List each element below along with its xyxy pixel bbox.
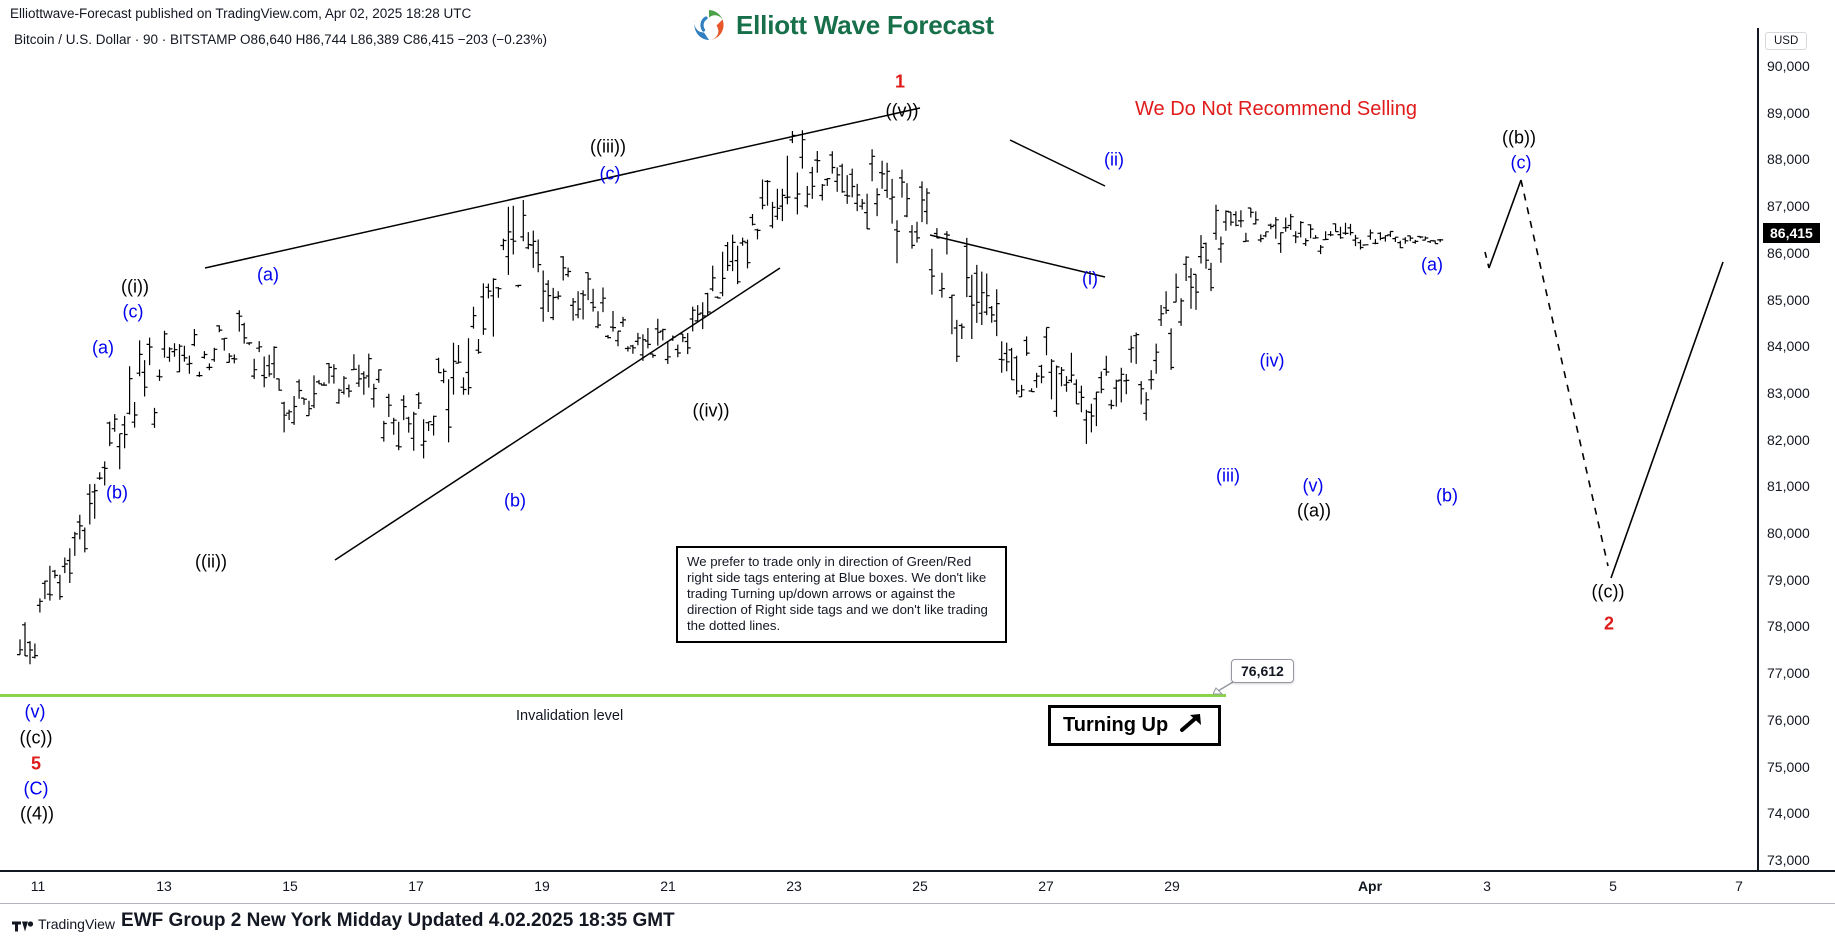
time-tick: 25	[912, 878, 928, 894]
price-tick: 73,000	[1767, 852, 1810, 868]
time-tick: Apr	[1357, 878, 1383, 894]
chart-plot-area[interactable]	[0, 52, 1757, 870]
wave-label: ((a))	[1297, 500, 1331, 521]
wave-label: (c)	[1510, 152, 1532, 173]
wave-label: (v)	[1302, 475, 1324, 496]
price-tick: 77,000	[1767, 665, 1810, 682]
invalidation-price-tag: 76,612	[1231, 659, 1294, 683]
invalidation-callout-tail	[1213, 681, 1234, 695]
wave-label: ((c))	[19, 727, 53, 748]
time-tick: 3	[1483, 878, 1491, 894]
wave-label: ((4))	[20, 803, 54, 824]
time-tick: 21	[660, 878, 676, 894]
tradingview-logo: TradingView	[12, 916, 115, 932]
wave-label: ((i))	[121, 276, 149, 297]
wave-label: (a)	[92, 337, 114, 358]
price-tick: 83,000	[1767, 384, 1810, 401]
turning-up-box: Turning Up	[1048, 705, 1222, 746]
last-price-tag: 86,415	[1763, 223, 1820, 244]
price-tick: 84,000	[1767, 338, 1810, 355]
price-tick: 81,000	[1767, 478, 1810, 495]
wave-label: (C)	[23, 778, 49, 799]
wave-label: (c)	[122, 301, 144, 322]
time-tick: 19	[534, 878, 550, 894]
wave-label: (i)	[1082, 268, 1098, 289]
wave-label: ((ii))	[195, 551, 227, 572]
price-tick: 75,000	[1767, 758, 1810, 775]
price-tick: 82,000	[1767, 431, 1810, 448]
wave-label: ((iv))	[692, 400, 730, 421]
price-scale[interactable]: USD 90,000 89,000 88,000 87,000 86,000 85,000…	[1759, 28, 1835, 870]
brand-logo: Elliott Wave Forecast	[692, 8, 994, 42]
brand-name: Elliott Wave Forecast	[736, 9, 994, 40]
time-tick: 15	[282, 878, 298, 894]
time-tick: 23	[786, 878, 802, 894]
wave-label: 1	[894, 71, 906, 92]
wave-label: ((iii))	[590, 136, 626, 157]
price-tick: 85,000	[1767, 291, 1810, 308]
price-tick: 80,000	[1767, 525, 1810, 542]
wave-label: (a)	[257, 264, 279, 285]
wave-label: (iv)	[1259, 350, 1285, 371]
trading-disclaimer-box: We prefer to trade only in direction of …	[676, 546, 1007, 644]
price-tick: 74,000	[1767, 805, 1810, 822]
price-tick: 86,000	[1767, 244, 1810, 261]
price-tick: 87,000	[1767, 198, 1810, 215]
time-tick: 5	[1609, 878, 1617, 894]
price-tick: 78,000	[1767, 618, 1810, 635]
wave-label: 5	[30, 753, 42, 774]
time-tick: 17	[408, 878, 424, 894]
tradingview-mark-icon	[12, 920, 34, 931]
wave-label: (ii)	[1104, 149, 1124, 170]
arrow-up-right-icon	[1180, 711, 1206, 739]
price-tick: 76,000	[1767, 711, 1810, 728]
time-tick: 11	[30, 878, 46, 894]
price-tick: 89,000	[1767, 104, 1810, 121]
footer-bar: TradingView EWF Group 2 New York Midday …	[12, 910, 675, 932]
wave-label: (a)	[1421, 254, 1443, 275]
footer-divider	[0, 903, 1835, 904]
price-tick: 90,000	[1767, 58, 1810, 74]
time-tick: 29	[1164, 878, 1180, 894]
price-tick: 88,000	[1767, 151, 1810, 168]
tradingview-wordmark: TradingView	[38, 916, 116, 932]
price-tick: 79,000	[1767, 571, 1810, 588]
price-axis-line	[1757, 28, 1759, 870]
wave-label: (iii)	[1216, 465, 1240, 486]
time-tick: 13	[156, 878, 172, 894]
wave-label: (b)	[504, 490, 526, 511]
wave-label: ((v))	[885, 100, 919, 121]
wave-label: (b)	[106, 482, 128, 503]
wave-label: (b)	[1436, 485, 1458, 506]
invalidation-level-label: Invalidation level	[516, 708, 624, 724]
time-tick: 7	[1735, 878, 1743, 894]
publisher-line: Elliottwave-Forecast published on Tradin…	[10, 6, 472, 21]
wave-label: (c)	[599, 163, 621, 184]
symbol-quote-line: Bitcoin / U.S. Dollar · 90 · BITSTAMP O8…	[14, 32, 548, 47]
invalidation-level-line	[0, 694, 1226, 697]
wave-label: ((c))	[1591, 581, 1625, 602]
footer-caption: EWF Group 2 New York Midday Updated 4.02…	[121, 910, 675, 931]
elliott-wave-swirl-icon	[692, 8, 726, 42]
turning-up-label: Turning Up	[1063, 713, 1169, 736]
time-tick: 27	[1038, 878, 1054, 894]
no-selling-note: We Do Not Recommend Selling	[1135, 98, 1417, 120]
time-axis-line	[0, 870, 1835, 872]
wave-label: (v)	[24, 701, 46, 722]
wave-label: 2	[1603, 613, 1615, 634]
wave-label: ((b))	[1502, 127, 1536, 148]
currency-chip: USD	[1765, 32, 1808, 50]
